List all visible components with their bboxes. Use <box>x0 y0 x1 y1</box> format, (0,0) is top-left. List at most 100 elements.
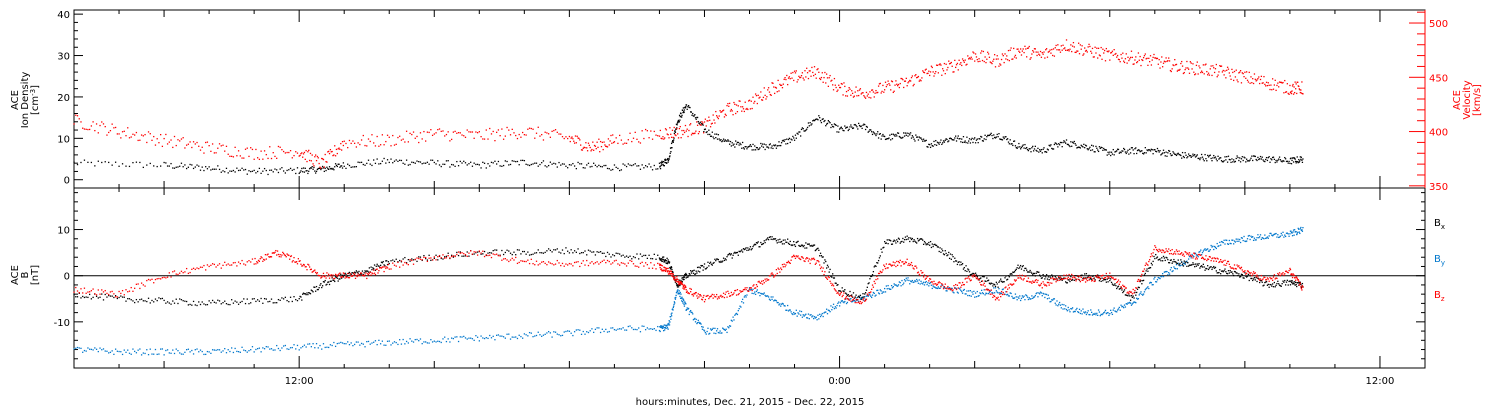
bx-point <box>450 254 453 256</box>
density-point <box>896 132 899 134</box>
density-point <box>1079 147 1082 149</box>
density-point <box>1255 158 1257 161</box>
bz-point <box>104 289 106 292</box>
by-point <box>719 330 721 332</box>
density-point <box>659 165 661 167</box>
by-point <box>992 292 994 294</box>
velocity-point <box>556 131 558 133</box>
velocity-point <box>106 134 108 136</box>
by-point <box>1155 281 1157 283</box>
velocity-point <box>838 84 840 86</box>
by-point <box>926 283 928 286</box>
by-point <box>927 282 929 284</box>
velocity-point <box>634 131 636 134</box>
density-point <box>869 129 871 131</box>
by-point <box>1097 314 1099 316</box>
bx-point <box>787 242 790 244</box>
by-point <box>760 292 762 295</box>
velocity-point <box>1133 63 1135 65</box>
bx-point <box>1282 280 1284 282</box>
by-point <box>364 346 366 348</box>
by-point <box>1044 296 1046 299</box>
velocity-point <box>588 144 590 147</box>
bx-point <box>699 271 701 273</box>
density-point <box>1149 150 1152 152</box>
bx-point <box>991 282 993 285</box>
bx-point <box>1233 270 1236 273</box>
by-point <box>461 336 463 338</box>
bx-point <box>339 278 341 280</box>
density-point <box>751 149 753 151</box>
velocity-point <box>1138 59 1140 61</box>
bx-point <box>740 250 742 252</box>
velocity-point <box>620 139 623 141</box>
by-point <box>509 338 512 340</box>
bx-point <box>1213 267 1216 269</box>
density-point <box>957 135 959 137</box>
velocity-point <box>875 89 877 92</box>
bx-point <box>1014 269 1017 272</box>
velocity-point <box>490 133 493 135</box>
bx-point <box>121 296 124 298</box>
density-point <box>1160 154 1162 156</box>
by-point <box>1193 255 1195 258</box>
velocity-point <box>791 77 793 79</box>
by-point <box>390 344 392 346</box>
bx-point <box>638 258 640 260</box>
velocity-point <box>971 58 973 60</box>
bx-point <box>993 283 995 285</box>
velocity-point <box>333 154 335 156</box>
density-point <box>705 131 707 134</box>
velocity-point <box>1092 56 1095 58</box>
velocity-point <box>154 144 157 146</box>
by-point <box>941 284 943 286</box>
velocity-point <box>425 140 427 142</box>
density-point <box>414 162 416 164</box>
by-point <box>1207 248 1209 250</box>
by-point <box>875 294 877 296</box>
velocity-point <box>848 87 850 89</box>
by-point <box>573 331 576 333</box>
bx-point <box>938 250 940 253</box>
density-point <box>1127 149 1129 151</box>
by-point <box>904 280 907 282</box>
density-point <box>890 133 893 135</box>
velocity-point <box>785 78 787 81</box>
density-point <box>1284 156 1286 159</box>
density-point <box>593 162 595 164</box>
velocity-point <box>636 138 638 140</box>
by-point <box>678 293 680 295</box>
by-point <box>1208 250 1211 252</box>
by-point <box>468 337 470 339</box>
bx-point <box>440 257 442 260</box>
bx-point <box>1173 258 1175 261</box>
velocity-point <box>794 72 797 74</box>
bx-point <box>913 239 915 241</box>
bx-point <box>1196 263 1198 265</box>
by-point <box>1116 309 1119 311</box>
velocity-point <box>444 135 446 137</box>
density-point <box>563 163 565 165</box>
bx-point <box>690 270 692 272</box>
by-point <box>759 294 761 297</box>
by-point <box>457 340 460 343</box>
by-point <box>1263 238 1265 240</box>
density-point <box>1137 149 1140 151</box>
velocity-point <box>771 82 773 84</box>
density-point <box>312 168 314 170</box>
by-point <box>310 346 312 348</box>
velocity-point <box>322 158 325 161</box>
bx-point <box>605 255 607 258</box>
bx-point <box>1078 279 1081 281</box>
velocity-point <box>341 140 344 143</box>
bx-point <box>1161 257 1163 259</box>
by-point <box>1254 239 1256 241</box>
bx-point <box>665 259 667 262</box>
density-point <box>1187 153 1190 155</box>
velocity-point <box>135 131 138 134</box>
by-point <box>591 328 593 330</box>
velocity-point <box>631 140 633 143</box>
velocity-point <box>1236 79 1238 81</box>
velocity-point <box>755 94 758 97</box>
bx-point <box>1024 267 1026 270</box>
